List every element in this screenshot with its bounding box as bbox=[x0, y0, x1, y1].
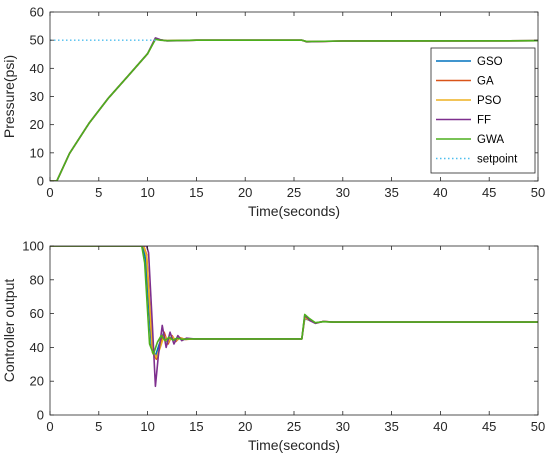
y-tick-label: 30 bbox=[30, 89, 44, 104]
x-tick-label: 50 bbox=[531, 185, 545, 200]
x-tick-label: 5 bbox=[95, 185, 102, 200]
series-line-gwa bbox=[50, 246, 538, 355]
y-tick-label: 10 bbox=[30, 145, 44, 160]
legend-label-setpoint: setpoint bbox=[477, 154, 518, 166]
x-tick-label: 35 bbox=[384, 419, 398, 434]
x-tick-label: 25 bbox=[287, 185, 301, 200]
legend-label-gwa: GWA bbox=[477, 134, 504, 146]
x-tick-label: 25 bbox=[287, 419, 301, 434]
plot-area bbox=[50, 246, 538, 415]
x-tick-label: 40 bbox=[433, 185, 447, 200]
y-axis-label: Pressure(psi) bbox=[1, 55, 17, 138]
x-tick-label: 40 bbox=[433, 419, 447, 434]
x-tick-label: 5 bbox=[95, 419, 102, 434]
series-line-ff bbox=[50, 246, 538, 388]
x-tick-label: 45 bbox=[482, 185, 496, 200]
legend-label-ga: GA bbox=[477, 76, 494, 88]
series-group bbox=[50, 37, 538, 181]
y-tick-label: 50 bbox=[30, 33, 44, 48]
x-tick-label: 15 bbox=[189, 185, 203, 200]
x-tick-label: 30 bbox=[336, 419, 350, 434]
x-tick-label: 20 bbox=[238, 185, 252, 200]
x-tick-label: 10 bbox=[140, 419, 154, 434]
y-tick-label: 0 bbox=[37, 174, 44, 189]
legend: GSO GA PSO FF GWA setpoint bbox=[430, 47, 536, 174]
y-tick-label: 80 bbox=[30, 272, 44, 287]
y-tick-label: 100 bbox=[22, 239, 44, 254]
x-tick-label: 15 bbox=[189, 419, 203, 434]
series-group bbox=[50, 246, 538, 388]
controller-output-chart: 0 5 10 15 20 25 30 35 40 45 50 0 20 40 60 80 100 Time(sec… bbox=[1, 239, 545, 454]
x-tick-label: 35 bbox=[384, 185, 398, 200]
y-tick-label: 60 bbox=[30, 306, 44, 321]
x-tick-label: 0 bbox=[46, 419, 53, 434]
series-line-gwa bbox=[50, 38, 538, 181]
x-tick-label: 0 bbox=[46, 185, 53, 200]
y-axis-label: Controller output bbox=[1, 279, 17, 383]
y-tick-label: 0 bbox=[37, 408, 44, 423]
x-tick-label: 50 bbox=[531, 419, 545, 434]
pressure-chart: 0 5 10 15 20 25 30 35 40 45 50 0 10 20 30 40 50 60 Time(se… bbox=[1, 5, 545, 220]
x-tick-label: 10 bbox=[140, 185, 154, 200]
y-tick-label: 20 bbox=[30, 117, 44, 132]
x-axis-label: Time(seconds) bbox=[248, 203, 340, 219]
y-tick-label: 40 bbox=[30, 61, 44, 76]
legend-label-gso: GSO bbox=[477, 56, 503, 68]
legend-label-ff: FF bbox=[477, 115, 491, 127]
x-tick-label: 20 bbox=[238, 419, 252, 434]
x-axis-label: Time(seconds) bbox=[248, 437, 340, 453]
legend-label-pso: PSO bbox=[477, 95, 501, 107]
x-tick-label: 45 bbox=[482, 419, 496, 434]
y-tick-label: 40 bbox=[30, 340, 44, 355]
x-tick-label: 30 bbox=[336, 185, 350, 200]
y-tick-label: 20 bbox=[30, 374, 44, 389]
legend-box bbox=[430, 47, 536, 174]
y-tick-label: 60 bbox=[30, 5, 44, 20]
